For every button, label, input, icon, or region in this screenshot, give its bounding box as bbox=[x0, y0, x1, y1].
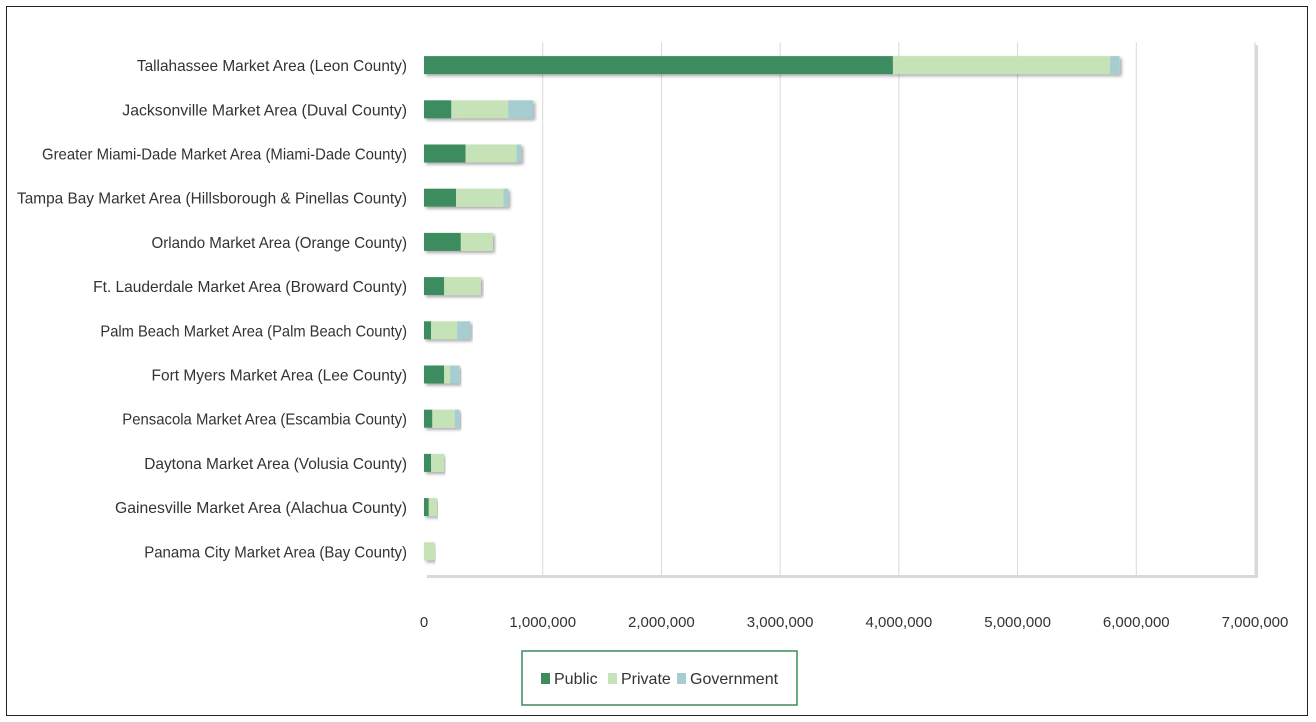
legend-label-private: Private bbox=[621, 671, 671, 688]
category-label: Palm Beach Market Area (Palm Beach Count… bbox=[100, 323, 407, 340]
category-label: Fort Myers Market Area (Lee County) bbox=[152, 368, 408, 385]
plot-area-background bbox=[424, 42, 1255, 575]
bar-public bbox=[424, 498, 429, 517]
category-axis-labels: Tallahassee Market Area (Leon County) Jac… bbox=[17, 58, 407, 561]
bar-government bbox=[516, 144, 522, 163]
bar-public bbox=[424, 409, 433, 428]
bar-row bbox=[424, 188, 509, 207]
bar-row bbox=[424, 277, 481, 296]
bar-private bbox=[465, 144, 517, 163]
bar-public bbox=[424, 453, 432, 472]
bar-private bbox=[451, 100, 509, 119]
bar-private bbox=[431, 321, 458, 340]
bar-public bbox=[424, 321, 432, 340]
category-label: Gainesville Market Area (Alachua County) bbox=[115, 500, 407, 517]
bar-public bbox=[424, 144, 466, 163]
tick-label: 5,000,000 bbox=[984, 614, 1051, 631]
bar-public bbox=[424, 188, 457, 207]
category-label: Daytona Market Area (Volusia County) bbox=[144, 456, 407, 473]
value-axis-labels: 0 1,000,000 2,000,000 3,000,000 4,000,000 5,0… bbox=[420, 614, 1289, 631]
bar-row bbox=[424, 453, 445, 472]
bar-row bbox=[424, 365, 460, 384]
category-label: Panama City Market Area (Bay County) bbox=[144, 544, 407, 561]
bar-government bbox=[454, 409, 460, 428]
bar-private bbox=[444, 365, 451, 384]
legend-label-government: Government bbox=[690, 671, 779, 688]
bar-private bbox=[456, 188, 504, 207]
bar-public bbox=[424, 365, 445, 384]
bar-government bbox=[503, 188, 509, 207]
bar-series bbox=[424, 56, 1120, 561]
tick-label: 2,000,000 bbox=[628, 614, 695, 631]
bar-private bbox=[444, 277, 481, 296]
bar-row bbox=[424, 542, 435, 561]
category-label: Jacksonville Market Area (Duval County) bbox=[122, 102, 407, 119]
plot-area bbox=[424, 42, 1258, 578]
tick-label: 4,000,000 bbox=[865, 614, 932, 631]
bar-public bbox=[424, 277, 445, 296]
legend-swatch-private bbox=[608, 673, 617, 684]
bar-public bbox=[424, 100, 452, 119]
bar-private bbox=[432, 409, 455, 428]
bar-row bbox=[424, 144, 522, 163]
bar-row bbox=[424, 100, 534, 119]
legend: Public Private Government bbox=[521, 650, 798, 706]
legend-box bbox=[521, 650, 798, 706]
category-label: Greater Miami-Dade Market Area (Miami-Da… bbox=[42, 147, 407, 164]
category-label: Ft. Lauderdale Market Area (Broward Coun… bbox=[93, 279, 407, 296]
legend-swatch-public bbox=[541, 673, 550, 684]
category-label: Tallahassee Market Area (Leon County) bbox=[137, 58, 407, 75]
category-label: Orlando Market Area (Orange County) bbox=[152, 235, 408, 252]
bar-private bbox=[460, 232, 493, 251]
tick-label: 1,000,000 bbox=[509, 614, 576, 631]
legend-swatch-government bbox=[677, 673, 686, 684]
bar-row bbox=[424, 321, 471, 340]
tick-label: 0 bbox=[420, 614, 428, 631]
bar-government bbox=[508, 100, 534, 119]
bar-private bbox=[424, 542, 435, 561]
bar-public bbox=[424, 232, 461, 251]
bar-row bbox=[424, 232, 493, 251]
category-label: Pensacola Market Area (Escambia County) bbox=[122, 412, 407, 429]
bar-row bbox=[424, 56, 1120, 75]
bar-government bbox=[1110, 56, 1120, 75]
tick-label: 6,000,000 bbox=[1103, 614, 1170, 631]
bar-public bbox=[424, 56, 893, 75]
bar-private bbox=[431, 453, 445, 472]
tick-label: 7,000,000 bbox=[1222, 614, 1289, 631]
legend-label-public: Public bbox=[554, 671, 598, 688]
bar-government bbox=[450, 365, 460, 384]
bar-private bbox=[892, 56, 1111, 75]
bar-private bbox=[428, 498, 438, 517]
bar-government bbox=[457, 321, 471, 340]
tick-label: 3,000,000 bbox=[747, 614, 814, 631]
gridlines bbox=[542, 42, 1256, 575]
bar-row bbox=[424, 498, 438, 517]
category-label: Tampa Bay Market Area (Hillsborough & Pi… bbox=[17, 191, 407, 208]
bar-row bbox=[424, 409, 460, 428]
